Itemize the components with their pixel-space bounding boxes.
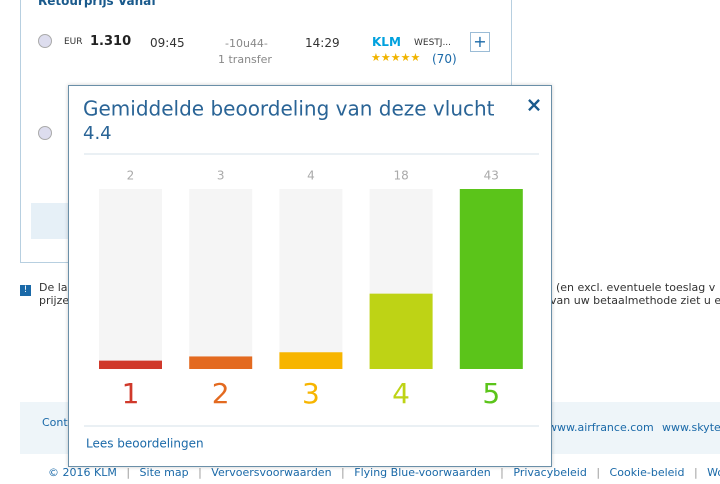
transfers: 1 transfer (218, 53, 272, 66)
bar (279, 352, 343, 369)
divider: | (122, 466, 134, 479)
partner-link[interactable]: www.airfrance.com (548, 421, 654, 434)
price: 1.310 (90, 34, 132, 49)
bar (369, 293, 433, 369)
category-label: 4 (392, 377, 410, 410)
depart-time: 09:45 (150, 36, 185, 50)
bar-track (279, 189, 343, 369)
info-icon: ! (20, 285, 31, 296)
contact[interactable]: Cont (42, 416, 68, 429)
partner-link[interactable]: www.skytea (662, 421, 720, 434)
divider: | (496, 466, 508, 479)
bar (99, 360, 162, 369)
currency: EUR (64, 37, 83, 47)
footer-link[interactable]: Vervoersvoorwaarden (211, 466, 332, 479)
category-label: 1 (122, 377, 140, 410)
footer-link[interactable]: Site map (139, 466, 189, 479)
value-label: 18 (393, 169, 408, 183)
rating-chart: Gemiddelde beoordeling van deze vlucht 4… (83, 93, 543, 451)
bar-track (99, 189, 162, 369)
bar (189, 356, 253, 369)
partner: WESTJ... (414, 38, 452, 48)
footer-link[interactable]: Flying Blue-voorwaarden (354, 466, 491, 479)
bar-track (189, 189, 253, 369)
notice: van uw betaalmethode ziet u e (550, 294, 720, 307)
divider: | (592, 466, 604, 479)
reviews[interactable]: (70) (432, 52, 457, 66)
expand[interactable]: + (470, 32, 490, 52)
value-label: 4 (307, 169, 315, 183)
header: Retourprijs Vanaf (38, 0, 157, 8)
airline-logo: KLM (372, 35, 401, 49)
category-label: 3 (302, 377, 320, 410)
divider: | (337, 466, 349, 479)
divider: | (194, 466, 206, 479)
value-label: 43 (484, 169, 499, 183)
category-label: 2 (212, 377, 230, 410)
divider: | (690, 466, 702, 479)
notice: (en excl. eventuele toeslag v (556, 281, 716, 294)
rating-popup: Gemiddelde beoordeling van deze vlucht 4… (68, 85, 552, 467)
value-label: 2 (127, 169, 135, 183)
footer-links: © 2016 KLM | Site map | Vervoersvoorwaar… (42, 466, 720, 479)
radio[interactable] (38, 126, 52, 140)
bar (459, 189, 523, 369)
footer-link[interactable]: Privacybeleid (513, 466, 587, 479)
footer-link[interactable]: © 2016 KLM (48, 466, 117, 479)
value-label: 3 (217, 169, 225, 183)
stars: ★★★★★ (371, 51, 421, 64)
radio[interactable] (38, 34, 52, 48)
arrive-time: 14:29 (305, 36, 340, 50)
category-label: 5 (482, 377, 500, 410)
close[interactable]: × (526, 93, 543, 117)
reviews-link[interactable]: Lees beoordelingen (86, 437, 204, 451)
footer-link[interactable]: Word a (707, 466, 720, 479)
notice: prijze (39, 294, 70, 307)
average-rating: 4.4 (83, 123, 112, 144)
notice: De la (39, 281, 68, 294)
popup-title: Gemiddelde beoordeling van deze vlucht (83, 97, 495, 121)
footer-link[interactable]: Cookie-beleid (609, 466, 685, 479)
duration: -10u44- (225, 37, 268, 50)
